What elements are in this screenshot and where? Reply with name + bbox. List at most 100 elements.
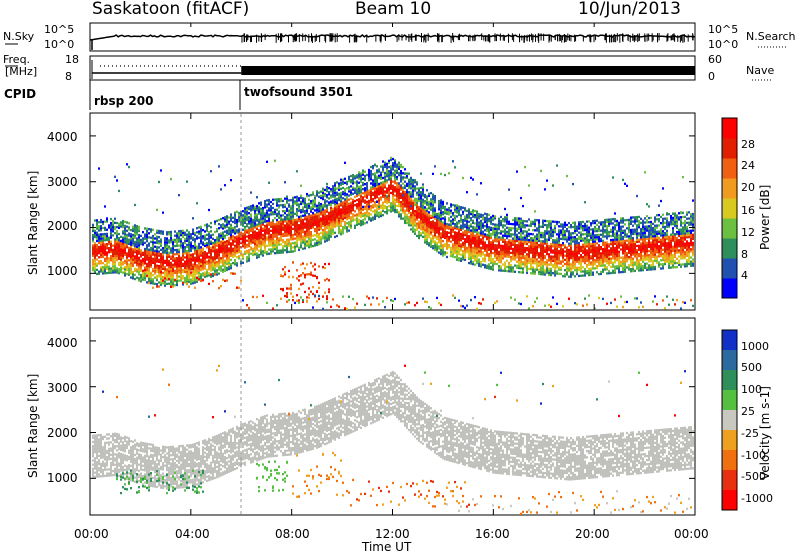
power-cell: [406, 199, 408, 202]
power-cell: [358, 185, 360, 189]
power-cell: [214, 253, 216, 256]
power-cell: [494, 254, 496, 257]
power-cell: [174, 284, 176, 287]
power-cell: [208, 261, 210, 265]
power-cell: [342, 295, 344, 298]
power-cell: [136, 241, 138, 244]
power-cell: [132, 244, 134, 247]
power-cell: [94, 262, 96, 265]
power-cell: [360, 211, 362, 214]
power-cell: [268, 244, 270, 247]
power-cell: [150, 277, 152, 281]
power-cell: [156, 208, 158, 211]
power-cell: [454, 247, 456, 251]
power-cell: [252, 239, 254, 242]
power-cell: [404, 209, 406, 212]
power-cell: [152, 267, 154, 271]
power-cell: [496, 236, 498, 239]
power-cell: [256, 248, 258, 251]
power-cell: [152, 236, 154, 240]
power-cell: [428, 200, 430, 204]
power-cell: [358, 218, 360, 221]
power-cell: [476, 226, 478, 230]
power-cell: [306, 240, 308, 243]
power-cell: [238, 213, 240, 217]
power-cell: [270, 240, 272, 243]
power-cell: [200, 246, 202, 249]
power-cell: [404, 184, 406, 187]
power-cell: [322, 189, 324, 193]
power-cell: [130, 268, 132, 271]
power-cell: [324, 217, 326, 220]
power-cell: [252, 237, 254, 240]
power-cell: [346, 230, 348, 233]
power-cell: [486, 266, 488, 270]
power-cell: [98, 241, 100, 244]
power-cell: [276, 241, 278, 244]
power-cell: [192, 236, 194, 240]
power-cell: [116, 258, 118, 262]
power-cell: [514, 225, 516, 228]
power-cell: [254, 251, 256, 254]
power-cell: [170, 265, 172, 269]
power-cell: [248, 238, 250, 242]
power-cell: [334, 192, 336, 195]
power-cell: [298, 248, 300, 252]
power-cell: [466, 248, 468, 252]
power-cell: [108, 259, 110, 262]
power-cell: [436, 225, 438, 228]
power-cell: [94, 254, 96, 257]
power-cell: [370, 190, 372, 193]
power-cell: [304, 201, 306, 205]
power-cell: [454, 166, 456, 169]
power-cell: [312, 226, 314, 229]
power-cell: [178, 256, 180, 260]
power-cell: [396, 198, 398, 201]
power-cell: [486, 225, 488, 228]
power-cell: [194, 271, 196, 274]
power-cell: [102, 241, 104, 244]
power-cell: [512, 258, 514, 261]
power-cell: [464, 254, 466, 257]
power-cell: [486, 254, 488, 257]
power-cell: [164, 280, 166, 283]
power-cell: [276, 239, 278, 242]
power-cell: [222, 254, 224, 257]
power-cell: [92, 262, 94, 266]
power-cell: [362, 205, 364, 209]
power-cell: [312, 207, 314, 211]
power-cell: [242, 261, 244, 264]
power-cell: [354, 306, 356, 309]
power-cell: [362, 188, 364, 191]
power-cell: [346, 228, 348, 231]
power-cell: [356, 213, 358, 216]
power-cell: [348, 221, 350, 224]
power-cell: [372, 187, 374, 190]
power-cell: [166, 262, 168, 265]
power-cell: [380, 210, 382, 214]
power-cell: [444, 245, 446, 248]
power-cell: [408, 184, 410, 188]
power-cell: [172, 253, 174, 256]
power-cell: [224, 220, 226, 223]
power-cell: [308, 219, 310, 222]
power-cell: [122, 221, 124, 225]
power-cell: [318, 216, 320, 219]
power-cell: [506, 243, 508, 246]
power-cell: [428, 215, 430, 218]
power-cell: [514, 264, 516, 267]
power-cell: [320, 227, 322, 231]
power-cell: [464, 246, 466, 249]
power-cell: [132, 256, 134, 259]
power-cell: [154, 233, 156, 236]
power-cell: [236, 223, 238, 226]
power-cell: [302, 224, 304, 228]
power-cell: [322, 230, 324, 234]
power-cell: [426, 199, 428, 202]
power-cell: [402, 203, 404, 206]
power-cell: [430, 237, 432, 240]
power-cell: [168, 274, 170, 277]
power-cell: [152, 286, 154, 289]
power-cell: [510, 233, 512, 236]
power-cell: [100, 237, 102, 240]
